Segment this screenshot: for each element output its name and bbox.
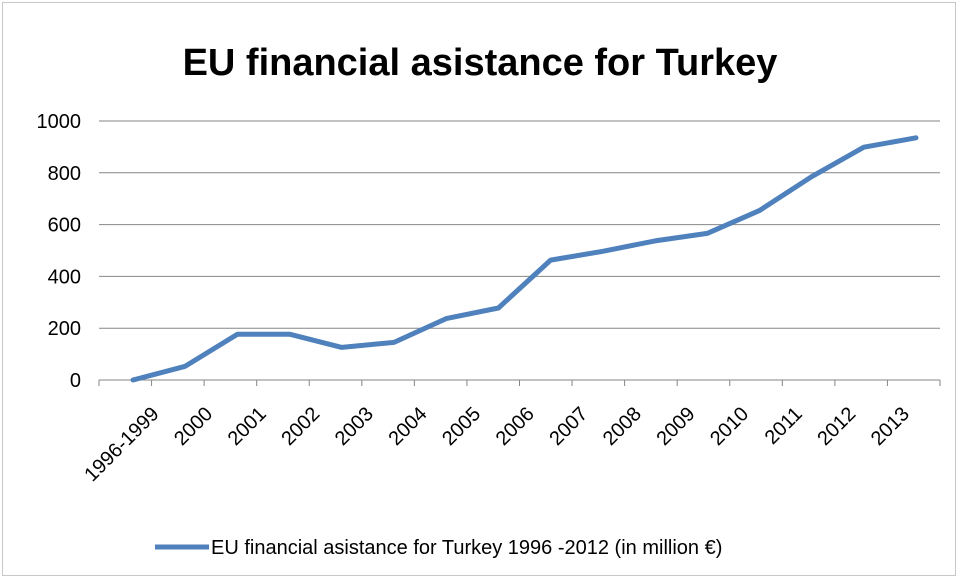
x-tick-label: 2012 bbox=[813, 403, 860, 450]
x-tick-label: 2011 bbox=[761, 403, 807, 449]
y-tick-label: 200 bbox=[48, 318, 81, 340]
x-tick-label: 2008 bbox=[599, 403, 646, 450]
x-axis: 1996-1999 2000 2001 2002 2003 2004 2005 2006 200… bbox=[80, 380, 941, 486]
x-tick-label: 2002 bbox=[277, 403, 324, 450]
x-tick-label: 2007 bbox=[545, 403, 592, 450]
y-tick-label: 800 bbox=[48, 163, 81, 185]
legend: EU financial asistance for Turkey 1996 -… bbox=[155, 537, 722, 559]
y-tick-label: 400 bbox=[48, 266, 81, 288]
x-tick-label: 2000 bbox=[170, 403, 217, 450]
x-tick-label: 2003 bbox=[331, 403, 378, 450]
x-tick-label: 2006 bbox=[492, 403, 539, 450]
x-tick-label: 2005 bbox=[438, 403, 485, 450]
x-tick-label: 2009 bbox=[653, 403, 700, 450]
gridlines bbox=[99, 120, 940, 381]
x-tick-label: 2001 bbox=[224, 403, 271, 450]
chart-title: EU financial asistance for Turkey bbox=[183, 42, 778, 84]
y-tick-label: 600 bbox=[48, 215, 81, 237]
y-tick-label: 1000 bbox=[37, 111, 82, 133]
y-tick-label: 0 bbox=[70, 370, 81, 392]
x-tick-label: 2004 bbox=[385, 403, 432, 450]
x-tick-label: 1996-1999 bbox=[80, 403, 163, 486]
line-chart: EU financial asistance for Turkey 020040… bbox=[37, 42, 941, 559]
legend-label: EU financial asistance for Turkey 1996 -… bbox=[211, 537, 722, 559]
series-line bbox=[130, 135, 919, 383]
x-tick-label: 2013 bbox=[867, 403, 914, 450]
series-group bbox=[130, 135, 919, 383]
y-axis: 0 200 400 600 800 1000 bbox=[37, 111, 82, 392]
x-tick-label: 2010 bbox=[706, 403, 753, 450]
